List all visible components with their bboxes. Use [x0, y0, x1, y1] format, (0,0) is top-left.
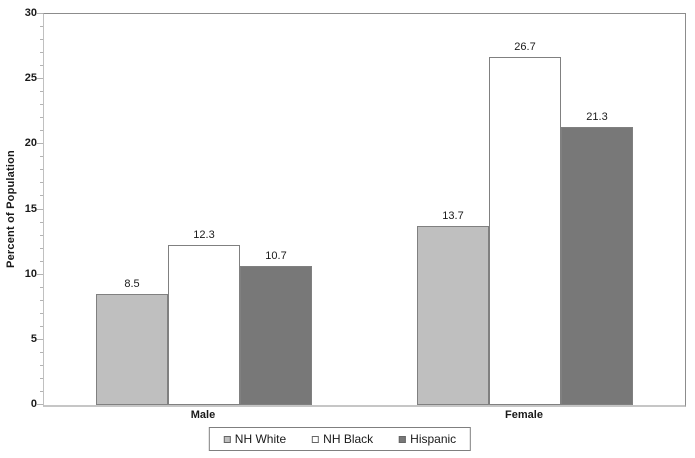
- y-minor-tick: [40, 195, 43, 196]
- legend-swatch-icon: [312, 435, 320, 443]
- legend-swatch-icon: [223, 435, 231, 443]
- bar: [489, 57, 561, 405]
- y-minor-tick: [40, 156, 43, 157]
- legend: NH White NH Black Hispanic: [208, 427, 472, 451]
- y-minor-tick: [40, 169, 43, 170]
- plot-area: 8.5 12.3 10.7 13.7 26.7 21.3: [43, 13, 686, 407]
- category-label: Male: [190, 409, 216, 421]
- bar: [417, 226, 489, 405]
- y-tick-label: 30: [24, 7, 37, 19]
- legend-item: Hispanic: [399, 432, 456, 446]
- y-major-tick: [37, 274, 43, 275]
- legend-item: NH Black: [312, 432, 373, 446]
- y-tick-label: 25: [24, 72, 37, 84]
- y-tick-label: 15: [24, 203, 37, 215]
- bar-value-label: 26.7: [514, 41, 536, 53]
- bar-value-label: 12.3: [193, 229, 215, 241]
- y-minor-tick: [40, 52, 43, 53]
- y-minor-tick: [40, 235, 43, 236]
- y-minor-tick: [40, 287, 43, 288]
- y-minor-tick: [40, 326, 43, 327]
- y-major-tick: [37, 13, 43, 14]
- bar: [96, 294, 168, 405]
- y-tick-label: 10: [24, 268, 37, 280]
- legend-swatch-icon: [399, 435, 407, 443]
- legend-label: NH White: [234, 432, 287, 446]
- y-minor-tick: [40, 117, 43, 118]
- y-major-tick: [37, 209, 43, 210]
- y-tick-label: 0: [30, 398, 37, 410]
- legend-item: NH White: [223, 432, 287, 446]
- y-minor-tick: [40, 261, 43, 262]
- bar-value-label: 8.5: [124, 278, 140, 290]
- y-minor-tick: [40, 300, 43, 301]
- bar: [240, 266, 312, 405]
- bar-value-label: 13.7: [442, 210, 464, 222]
- y-minor-tick: [40, 65, 43, 66]
- bar: [168, 245, 240, 405]
- y-minor-tick: [40, 130, 43, 131]
- y-minor-tick: [40, 313, 43, 314]
- bar: [561, 127, 633, 405]
- bar-value-label: 21.3: [586, 111, 608, 123]
- y-minor-tick: [40, 26, 43, 27]
- y-major-tick: [37, 339, 43, 340]
- legend-label: Hispanic: [410, 432, 457, 446]
- y-major-tick: [37, 78, 43, 79]
- y-minor-tick: [40, 352, 43, 353]
- y-minor-tick: [40, 378, 43, 379]
- y-tick-label: 5: [30, 333, 37, 345]
- y-minor-tick: [40, 222, 43, 223]
- y-minor-tick: [40, 391, 43, 392]
- bar-value-label: 10.7: [265, 250, 287, 262]
- y-minor-tick: [40, 182, 43, 183]
- y-minor-tick: [40, 365, 43, 366]
- y-minor-tick: [40, 248, 43, 249]
- y-tick-label: 20: [24, 137, 37, 149]
- y-minor-tick: [40, 39, 43, 40]
- legend-label: NH Black: [323, 432, 374, 446]
- y-minor-tick: [40, 104, 43, 105]
- y-major-tick: [37, 404, 43, 405]
- y-minor-tick: [40, 91, 43, 92]
- category-label: Female: [505, 409, 543, 421]
- y-major-tick: [37, 143, 43, 144]
